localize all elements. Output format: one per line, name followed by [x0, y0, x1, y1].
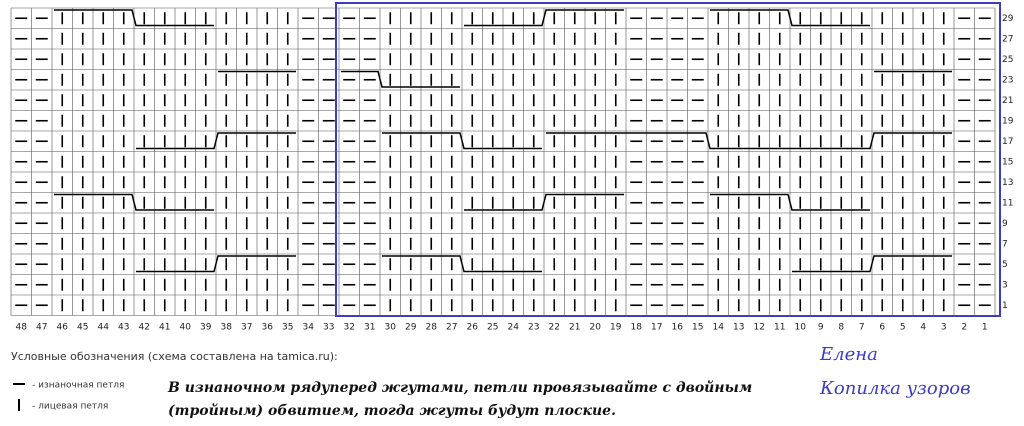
column-number: 37 [241, 323, 252, 333]
legend-title: Условные обозначения (схема составлена н… [11, 350, 338, 363]
row-number: 21 [1002, 96, 1013, 106]
cable-line [792, 255, 952, 273]
column-number: 33 [323, 323, 334, 333]
column-number: 5 [900, 323, 906, 333]
cable-line [54, 9, 214, 27]
note-line: (тройным) обвитием, тогда жгуты будут пл… [168, 402, 616, 419]
row-number: 29 [1002, 14, 1014, 24]
cable-line [382, 255, 542, 273]
row-number: 5 [1002, 260, 1008, 270]
row-number: 11 [1002, 198, 1013, 208]
legend-knit: - лицевая петля [32, 402, 108, 412]
row-number: 23 [1002, 75, 1013, 85]
note-line: В изнаночном рядуперед жгутами, петли пр… [167, 379, 752, 396]
column-number: 17 [651, 323, 662, 333]
column-number: 30 [385, 323, 397, 333]
column-number: 47 [36, 323, 47, 333]
column-number: 16 [672, 323, 684, 333]
column-number: 48 [16, 323, 28, 333]
column-number: 27 [446, 323, 457, 333]
column-number: 28 [426, 323, 438, 333]
column-number: 21 [569, 323, 580, 333]
column-number: 40 [180, 323, 192, 333]
row-number: 17 [1002, 137, 1013, 147]
row-number: 13 [1002, 178, 1013, 188]
column-number: 3 [941, 323, 947, 333]
row-number: 9 [1002, 219, 1008, 229]
column-number: 25 [487, 323, 498, 333]
column-number: 35 [282, 323, 293, 333]
column-number: 14 [713, 323, 725, 333]
cable-line [136, 132, 296, 150]
column-number: 45 [77, 323, 88, 333]
column-number: 13 [733, 323, 744, 333]
column-number: 22 [549, 323, 560, 333]
column-number: 4 [920, 323, 926, 333]
legend-purl: - изнаночная петля [32, 381, 124, 391]
column-number: 32 [344, 323, 355, 333]
column-number: 2 [961, 323, 967, 333]
signature-name: Елена [819, 344, 878, 365]
row-number: 19 [1002, 116, 1014, 126]
cable-line [464, 9, 624, 27]
cable-line [710, 193, 870, 211]
column-number: 8 [838, 323, 844, 333]
row-number: 27 [1002, 34, 1013, 44]
column-number: 29 [405, 323, 417, 333]
column-number: 20 [590, 323, 602, 333]
column-number: 7 [859, 323, 865, 333]
row-number: 7 [1002, 239, 1008, 249]
column-number: 15 [692, 323, 703, 333]
signature-title: Копилка узоров [819, 378, 971, 399]
column-number: 23 [528, 323, 539, 333]
cable-line [546, 132, 952, 150]
column-number: 43 [118, 323, 129, 333]
column-number: 44 [98, 323, 110, 333]
cable-line [341, 70, 460, 88]
column-number: 26 [467, 323, 479, 333]
row-number: 1 [1002, 301, 1008, 311]
column-number: 12 [754, 323, 765, 333]
column-number: 19 [610, 323, 622, 333]
row-number: 3 [1002, 280, 1008, 290]
column-number: 34 [303, 323, 315, 333]
column-number: 11 [774, 323, 785, 333]
column-number: 18 [631, 323, 643, 333]
column-number: 1 [982, 323, 988, 333]
cable-line [54, 193, 214, 211]
column-number: 31 [364, 323, 375, 333]
cable-line [710, 9, 870, 27]
cable-line [382, 132, 542, 150]
column-number: 10 [795, 323, 807, 333]
column-number: 36 [262, 323, 274, 333]
column-number: 38 [221, 323, 233, 333]
row-number: 25 [1002, 55, 1013, 65]
column-number: 6 [879, 323, 885, 333]
cable-line [464, 193, 624, 211]
column-number: 42 [139, 323, 150, 333]
column-number: 24 [508, 323, 520, 333]
column-number: 39 [200, 323, 212, 333]
column-number: 46 [57, 323, 69, 333]
cable-line [136, 255, 296, 273]
column-number: 9 [818, 323, 824, 333]
column-number: 41 [159, 323, 170, 333]
row-number: 15 [1002, 157, 1013, 167]
repeat-frame [335, 2, 1001, 317]
